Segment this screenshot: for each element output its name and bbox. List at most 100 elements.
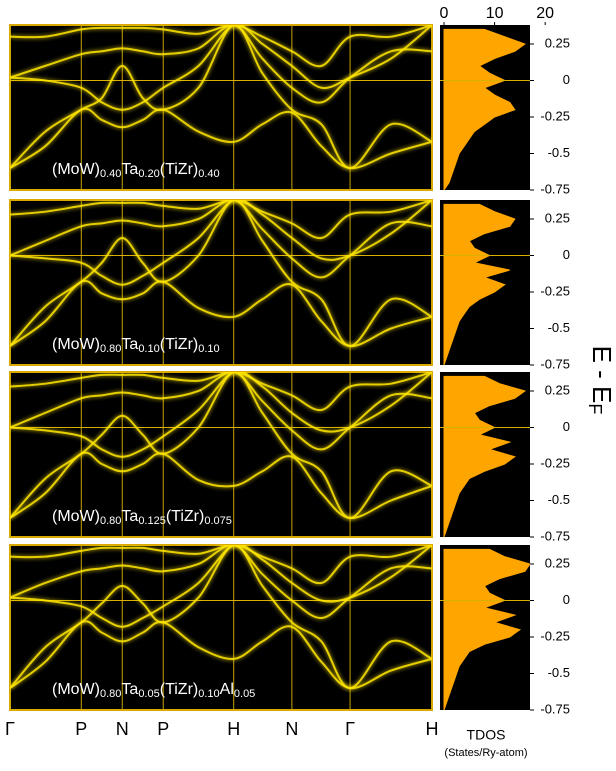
x-tick-label: P — [157, 719, 169, 739]
band — [10, 545, 432, 585]
y-tick-label: -0.25 — [540, 628, 570, 643]
label-text: Al — [220, 681, 234, 698]
label-sub: 0.075 — [204, 515, 232, 527]
y-tick-label: -0.5 — [548, 665, 570, 680]
label-text: (TiZr) — [166, 508, 205, 525]
band — [10, 372, 432, 451]
dos-tick-label: 0 — [440, 5, 449, 22]
dos-area — [443, 203, 516, 365]
dos-tick-label: 10 — [486, 5, 504, 22]
dos-area — [443, 28, 527, 190]
label-sub: 0.10 — [198, 688, 219, 700]
y-axis-label-sub: F — [585, 403, 605, 414]
label-text: (MoW) — [52, 508, 100, 525]
band — [10, 25, 432, 111]
label-text: Ta — [121, 508, 138, 525]
y-tick-label: 0.25 — [545, 382, 570, 397]
label-text: (MoW) — [52, 336, 100, 353]
band — [10, 372, 432, 411]
y-tick-label: -0.5 — [548, 492, 570, 507]
label-text: Ta — [121, 161, 138, 178]
band-plot — [10, 25, 432, 190]
x-tick-label: P — [75, 719, 87, 739]
label-text: Ta — [121, 336, 138, 353]
band — [10, 279, 432, 348]
x-tick-label: Γ — [5, 719, 15, 739]
label-sub: 0.125 — [138, 515, 166, 527]
label-sub: 0.20 — [138, 168, 159, 180]
band-plot — [10, 200, 432, 365]
x-tick-label: N — [285, 719, 298, 739]
label-text: (MoW) — [52, 161, 100, 178]
label-sub: 0.40 — [198, 168, 219, 180]
y-tick-label: -0.75 — [540, 356, 570, 371]
y-tick-label: 0 — [563, 419, 570, 434]
band — [10, 200, 432, 286]
band — [10, 25, 432, 68]
y-tick-label: -0.25 — [540, 283, 570, 298]
band — [10, 451, 432, 520]
y-tick-label: -0.75 — [540, 701, 570, 716]
dos-plot — [440, 28, 530, 190]
band-plot — [10, 372, 432, 537]
y-tick-label: 0.25 — [545, 555, 570, 570]
band — [10, 200, 432, 348]
band — [10, 372, 432, 458]
label-sub: 0.40 — [100, 168, 121, 180]
label-text: (TiZr) — [160, 336, 199, 353]
label-sub: 0.10 — [138, 343, 159, 355]
dos-tick-label: 20 — [536, 5, 554, 22]
label-text: (TiZr) — [160, 161, 199, 178]
band — [10, 25, 432, 104]
composition-label: (MoW)0.40Ta0.20(TiZr)0.40 — [52, 161, 220, 180]
band — [10, 545, 432, 620]
y-tick-label: 0 — [563, 72, 570, 87]
y-tick-label: 0 — [563, 247, 570, 262]
composition-label: (MoW)0.80Ta0.10(TiZr)0.10 — [52, 336, 220, 355]
band — [10, 372, 432, 520]
band — [10, 545, 432, 690]
dos-plot — [440, 203, 530, 365]
band — [10, 545, 432, 628]
dos-area — [443, 548, 530, 710]
y-tick-label: -0.75 — [540, 528, 570, 543]
composition-label: (MoW)0.80Ta0.125(TiZr)0.075 — [52, 508, 232, 527]
label-sub: 0.80 — [100, 515, 121, 527]
label-sub: 0.10 — [198, 343, 219, 355]
band — [10, 107, 432, 170]
y-axis-label: E - EF — [585, 346, 616, 415]
band — [10, 200, 432, 239]
label-text: Ta — [121, 681, 138, 698]
band — [10, 25, 432, 170]
dos-unit: (States/Ry-atom) — [444, 747, 527, 759]
label-sub: 0.05 — [138, 688, 159, 700]
y-tick-label: -0.25 — [540, 108, 570, 123]
y-tick-label: -0.5 — [548, 320, 570, 335]
composition-label: (MoW)0.80Ta0.05(TiZr)0.10Al0.05 — [52, 681, 255, 700]
dos-plot — [440, 375, 530, 537]
band — [10, 620, 432, 690]
x-tick-label: H — [227, 719, 240, 739]
label-text: (TiZr) — [160, 681, 199, 698]
label-text: (MoW) — [52, 681, 100, 698]
band — [10, 200, 432, 279]
y-tick-label: -0.5 — [548, 145, 570, 160]
dos-label: TDOS — [467, 727, 506, 743]
band-panel — [9, 24, 433, 191]
x-tick-label: N — [116, 719, 129, 739]
y-axis-label-main: E - E — [587, 346, 616, 404]
label-sub: 0.05 — [234, 688, 255, 700]
y-tick-label: -0.25 — [540, 455, 570, 470]
dos-plot — [440, 548, 530, 710]
x-tick-label: H — [426, 719, 439, 739]
label-sub: 0.80 — [100, 343, 121, 355]
y-tick-label: 0.25 — [545, 35, 570, 50]
dos-area — [443, 375, 527, 537]
x-tick-label: Γ — [345, 719, 355, 739]
label-sub: 0.80 — [100, 688, 121, 700]
y-tick-label: 0 — [563, 592, 570, 607]
band-plot — [10, 545, 432, 710]
y-tick-label: 0.25 — [545, 210, 570, 225]
y-tick-label: -0.75 — [540, 181, 570, 196]
